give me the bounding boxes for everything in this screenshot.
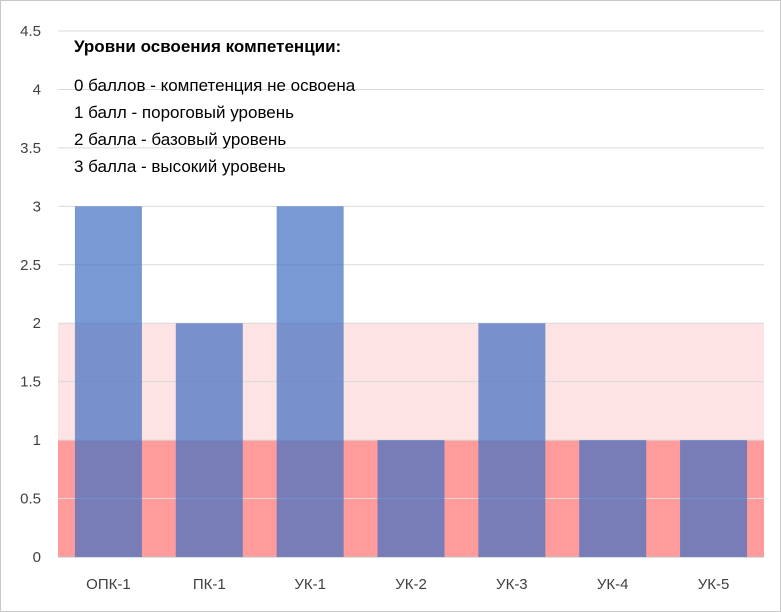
bar-УК-2 — [377, 440, 445, 557]
x-tick-label: УК-5 — [698, 576, 730, 593]
bar-ПК-1 — [175, 323, 243, 557]
y-axis-ticks: 0 0.5 1 1.5 2 2.5 3 3.5 4 4.5 — [20, 23, 41, 566]
y-tick-label: 2.5 — [20, 257, 41, 274]
bar-УК-4 — [579, 440, 647, 557]
bar-ОПК-1 — [74, 206, 142, 558]
x-tick-label: УК-2 — [395, 576, 427, 593]
legend-line-2: 2 балла - базовый уровень — [74, 130, 286, 149]
bar-УК-5 — [680, 440, 748, 557]
y-tick-label: 4 — [33, 81, 41, 98]
y-tick-label: 3 — [33, 198, 41, 215]
y-tick-label: 2 — [33, 315, 41, 332]
legend-title: Уровни освоения компетенции: — [74, 37, 341, 56]
y-tick-label: 1.5 — [20, 374, 41, 391]
legend-line-1: 1 балл - пороговый уровень — [74, 103, 294, 122]
y-tick-label: 0.5 — [20, 491, 41, 508]
bar-УК-3 — [478, 323, 546, 557]
bars — [74, 206, 748, 558]
legend-line-0: 0 баллов - компетенция не освоена — [74, 76, 356, 95]
y-tick-label: 3.5 — [20, 140, 41, 157]
x-axis-ticks: ОПК-1 ПК-1 УК-1 УК-2 УК-3 УК-4 УК-5 — [86, 576, 729, 593]
x-tick-label: УК-3 — [496, 576, 528, 593]
x-tick-label: УК-4 — [597, 576, 629, 593]
bar-УК-1 — [276, 206, 344, 558]
x-tick-label: УК-1 — [294, 576, 326, 593]
legend: Уровни освоения компетенции: 0 баллов - … — [74, 37, 356, 176]
x-tick-label: ОПК-1 — [86, 576, 131, 593]
legend-line-3: 3 балла - высокий уровень — [74, 157, 286, 176]
y-tick-label: 1 — [33, 432, 41, 449]
y-tick-label: 4.5 — [20, 23, 41, 40]
x-tick-label: ПК-1 — [193, 576, 226, 593]
y-tick-label: 0 — [33, 549, 41, 566]
